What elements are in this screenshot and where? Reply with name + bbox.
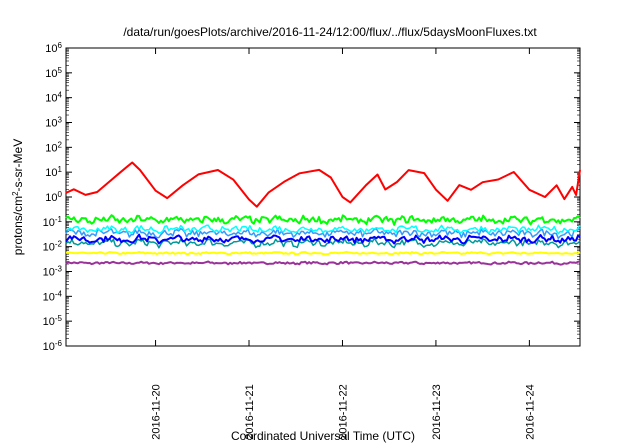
- y-tick-base: 10: [43, 341, 55, 353]
- y-tick-exp: 3: [58, 115, 63, 124]
- series-line: [65, 224, 581, 235]
- y-tick-base: 10: [45, 68, 57, 80]
- plot-frame: [65, 47, 581, 347]
- x-tick-label: 2016-11-21: [244, 384, 256, 439]
- y-tick-label: 101: [45, 165, 62, 180]
- chart-title: /data/run/goesPlots/archive/2016-11-24/1…: [123, 25, 537, 39]
- y-tick-exp: 4: [58, 90, 63, 99]
- y-tick-base: 10: [45, 93, 57, 105]
- y-tick-label: 104: [45, 90, 62, 105]
- y-tick-base: 10: [45, 43, 57, 55]
- y-tick-base: 10: [43, 242, 55, 254]
- y-tick-base: 10: [43, 217, 55, 229]
- x-tick-label: 2016-11-20: [151, 384, 163, 439]
- y-tick-label: 105: [45, 65, 62, 80]
- y-tick-exp: 1: [58, 165, 63, 174]
- y-tick-base: 10: [43, 316, 55, 328]
- y-tick-exp: -5: [55, 314, 63, 323]
- y-tick-exp: -6: [55, 339, 63, 348]
- y-tick-label: 102: [45, 140, 62, 155]
- y-tick-base: 10: [43, 267, 55, 279]
- y-tick-base: 10: [45, 118, 57, 130]
- x-tick-label: 2016-11-22: [337, 384, 349, 439]
- y-tick-label: 10-1: [43, 214, 63, 229]
- y-tick-base: 10: [45, 167, 57, 179]
- y-axis-label: protons/cm2-s-sr-MeV: [11, 139, 26, 255]
- y-tick-label: 10-2: [43, 239, 63, 254]
- y-tick-base: 10: [43, 291, 55, 303]
- y-tick-exp: 6: [58, 41, 63, 50]
- y-tick-exp: 2: [58, 140, 63, 149]
- x-axis-ticks: 2016-11-20 2016-11-21 2016-11-22 2016-11-23…: [151, 48, 536, 440]
- y-axis-label-sup: 2: [11, 191, 20, 196]
- y-tick-base: 10: [45, 142, 57, 154]
- series-line: [65, 250, 581, 256]
- series-line: [65, 214, 581, 226]
- y-tick-label: 100: [45, 190, 62, 205]
- y-tick-label: 10-4: [43, 289, 63, 304]
- y-tick-label: 10-6: [43, 339, 63, 354]
- y-tick-label: 106: [45, 41, 62, 56]
- series-line: [65, 237, 581, 249]
- x-tick-label: 2016-11-24: [524, 384, 536, 439]
- x-tick-label: 2016-11-23: [431, 384, 443, 439]
- series-line: [65, 260, 581, 266]
- series-line: [65, 227, 581, 240]
- y-axis-label-prefix: protons/cm: [11, 196, 25, 255]
- series-line: [65, 161, 581, 208]
- y-tick-exp: -1: [55, 214, 63, 223]
- x-axis-label: Coordinated Universal Time (UTC): [231, 429, 415, 443]
- y-tick-label: 10-3: [43, 264, 63, 279]
- series-layer: [65, 161, 581, 266]
- y-tick-exp: -3: [55, 264, 63, 273]
- y-tick-label: 10-5: [43, 314, 63, 329]
- y-tick-exp: 0: [58, 190, 63, 199]
- series-line: [65, 233, 581, 245]
- y-tick-exp: -4: [55, 289, 63, 298]
- y-axis-label-suffix: -s-sr-MeV: [11, 139, 25, 192]
- y-tick-label: 103: [45, 115, 62, 130]
- y-tick-exp: -2: [55, 239, 63, 248]
- y-tick-base: 10: [45, 192, 57, 204]
- y-tick-exp: 5: [58, 65, 63, 74]
- y-axis-ticks: 10-610-510-410-310-210-11001011021031041…: [43, 41, 580, 354]
